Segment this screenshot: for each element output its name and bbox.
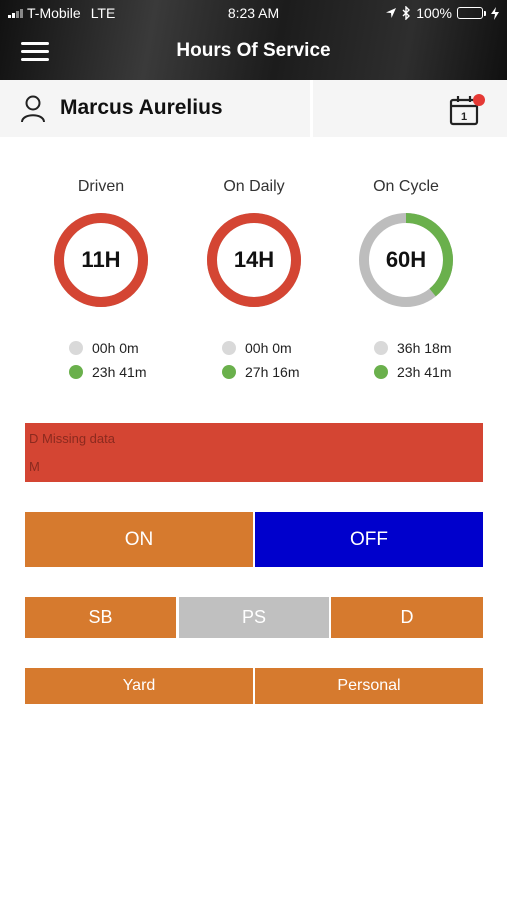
user-name: Marcus Aurelius [60, 96, 223, 119]
sleeper-berth-button[interactable]: SB [25, 597, 176, 638]
ring-progress-arc [207, 213, 301, 307]
ps-button[interactable]: PS [179, 597, 329, 638]
used-time: 00h 0m [92, 340, 139, 356]
ring-gauge: 60H [358, 212, 454, 308]
battery-percent: 100% [416, 5, 452, 21]
used-time: 00h 0m [245, 340, 292, 356]
ring-value: 11H [81, 247, 121, 272]
top-bar: T-Mobile LTE 8:23 AM 100% Hours Of Servi… [0, 0, 507, 80]
page-title: Hours Of Service [176, 40, 331, 61]
ring-on-daily: On Daily 14H 00h 0m 27h 16m [179, 178, 329, 384]
notification-badge [473, 94, 485, 106]
divider [310, 80, 313, 137]
alert-line-2: M [29, 459, 40, 474]
remaining-time: 23h 41m [92, 364, 147, 380]
remaining-dot [374, 365, 388, 379]
remaining-time: 23h 41m [397, 364, 452, 380]
on-duty-button[interactable]: ON [25, 512, 253, 567]
location-icon [386, 8, 397, 18]
status-bar: T-Mobile LTE 8:23 AM 100% [0, 5, 507, 23]
ring-progress-arc [359, 213, 453, 307]
network-label: LTE [90, 5, 116, 21]
ring-label: On Cycle [373, 178, 439, 195]
personal-conveyance-button[interactable]: Personal [255, 668, 483, 704]
yard-move-button[interactable]: Yard [25, 668, 253, 704]
hamburger-icon[interactable] [21, 42, 49, 62]
signal-icon [8, 8, 23, 18]
ring-gauge: 14H [206, 212, 302, 308]
used-dot [374, 341, 388, 355]
used-time: 36h 18m [397, 340, 452, 356]
remaining-time: 27h 16m [245, 364, 300, 380]
used-dot [222, 341, 236, 355]
bluetooth-icon [402, 6, 411, 20]
ring-value: 60H [385, 247, 427, 272]
used-dot [69, 341, 83, 355]
off-duty-button[interactable]: OFF [255, 512, 483, 567]
ring-label: On Daily [223, 178, 285, 195]
remaining-dot [222, 365, 236, 379]
ring-progress-arc [54, 213, 148, 307]
ring-gauge: 11H [53, 212, 149, 308]
clock: 8:23 AM [227, 5, 280, 21]
alert-line-1: D Missing data [29, 431, 115, 446]
calendar-icon[interactable]: 1 [449, 93, 485, 127]
calendar-day: 1 [461, 111, 467, 123]
driving-button[interactable]: D [331, 597, 483, 638]
ring-on-cycle: On Cycle 60H 36h 18m 23h 41m [331, 178, 481, 384]
ring-driven: Driven 11H 00h 0m 23h 41m [26, 178, 176, 384]
battery-icon [457, 7, 486, 19]
ring-label: Driven [77, 178, 125, 195]
carrier-label: T-Mobile [27, 5, 81, 21]
user-bar: Marcus Aurelius [0, 80, 507, 137]
charging-icon [491, 6, 499, 20]
missing-data-alert[interactable]: D Missing data M [25, 423, 483, 482]
ring-value: 14H [233, 247, 275, 272]
user-icon [21, 95, 45, 123]
remaining-dot [69, 365, 83, 379]
